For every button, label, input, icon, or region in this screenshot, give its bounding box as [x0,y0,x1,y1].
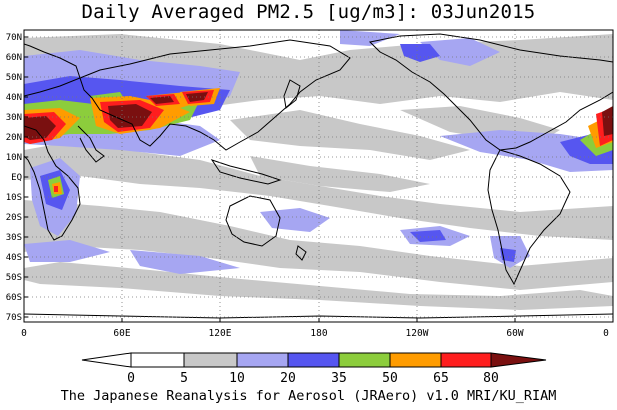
colorbar-swatch [440,352,492,368]
lat-label: 50N [6,73,22,83]
lat-ticks [24,36,28,318]
lon-label: 180 [310,328,327,339]
credit-line: The Japanese Reanalysis for Aerosol (JRA… [60,388,557,404]
colorbar-label: 10 [229,371,245,386]
colorbar-swatch [287,352,340,368]
lat-label: 30S [6,233,22,243]
colorbar [81,352,547,368]
lat-label: 60S [6,293,22,303]
colorbar-label: 0 [127,371,135,386]
colorbar-swatch [183,352,238,368]
pm25-field [24,30,613,319]
lat-label: 70S [6,313,22,323]
map-title: Daily Averaged PM2.5 [ug/m3]: 03Jun2015 [81,1,536,23]
colorbar-label: 65 [433,371,449,386]
colorbar-swatch [338,352,391,368]
lat-label: 20S [6,213,22,223]
lat-label: 40N [6,93,22,103]
lon-ticks [121,318,516,322]
lat-label: 10N [6,153,22,163]
lat-label: 30N [6,113,22,123]
colorbar-label: 20 [280,371,296,386]
colorbar-label: 35 [331,371,347,386]
lat-label: 20N [6,133,22,143]
lat-label: EQ [11,173,22,183]
colorbar-label: 80 [483,371,499,386]
lat-label: 60N [6,53,22,63]
colorbar-swatch [81,352,132,368]
lon-label: 0 [21,328,27,339]
lat-label: 50S [6,273,22,283]
lat-label: 40S [6,253,22,263]
lon-label: 60W [506,328,523,339]
lon-label: 60E [113,328,130,339]
lon-label: 120W [406,328,429,339]
lon-label: 120E [209,328,232,339]
graticule [24,30,613,322]
colorbar-swatch [490,352,547,368]
colorbar-label: 5 [180,371,188,386]
lon-label: 0 [603,328,609,339]
colorbar-swatch [130,352,185,368]
colorbar-swatch [236,352,289,368]
lat-label: 10S [6,193,22,203]
lat-label: 70N [6,33,22,43]
colorbar-swatch [389,352,442,368]
colorbar-label: 50 [382,371,398,386]
